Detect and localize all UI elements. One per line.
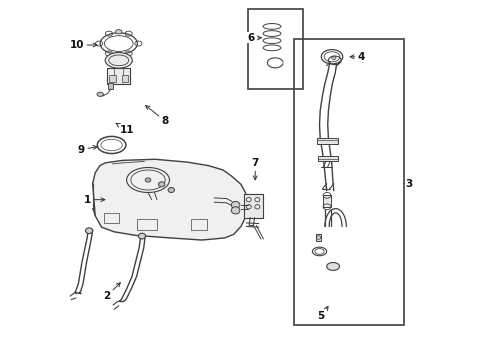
Text: 7: 7 bbox=[251, 158, 258, 180]
Bar bbox=[315, 234, 320, 242]
Text: 2: 2 bbox=[103, 283, 120, 301]
Ellipse shape bbox=[326, 262, 339, 270]
Text: 9: 9 bbox=[78, 145, 97, 155]
Ellipse shape bbox=[158, 182, 164, 187]
Bar bbox=[317, 156, 337, 161]
Text: 1: 1 bbox=[83, 195, 104, 204]
Ellipse shape bbox=[85, 228, 93, 234]
Bar bbox=[137, 219, 157, 230]
Bar bbox=[108, 83, 113, 89]
Polygon shape bbox=[107, 68, 130, 84]
Ellipse shape bbox=[231, 202, 240, 208]
Text: 5: 5 bbox=[317, 306, 327, 321]
Text: 3: 3 bbox=[404, 179, 411, 189]
Ellipse shape bbox=[115, 30, 122, 34]
Text: 11: 11 bbox=[116, 123, 134, 135]
Bar bbox=[122, 75, 128, 82]
Polygon shape bbox=[244, 194, 263, 217]
Ellipse shape bbox=[231, 207, 240, 214]
Ellipse shape bbox=[97, 92, 103, 96]
Ellipse shape bbox=[168, 188, 174, 193]
Text: 6: 6 bbox=[247, 33, 261, 43]
Bar bbox=[293, 39, 403, 325]
Ellipse shape bbox=[105, 53, 132, 68]
Bar bbox=[316, 138, 338, 144]
Polygon shape bbox=[93, 159, 247, 240]
Ellipse shape bbox=[331, 56, 335, 60]
Bar bbox=[190, 219, 206, 230]
Bar bbox=[104, 213, 119, 223]
Text: 4: 4 bbox=[349, 52, 365, 62]
Bar bbox=[109, 75, 116, 82]
Bar bbox=[323, 195, 330, 207]
Ellipse shape bbox=[138, 233, 145, 239]
Text: 8: 8 bbox=[145, 105, 168, 126]
Text: 10: 10 bbox=[69, 40, 97, 50]
Ellipse shape bbox=[145, 178, 151, 182]
Bar bbox=[247, 9, 303, 89]
